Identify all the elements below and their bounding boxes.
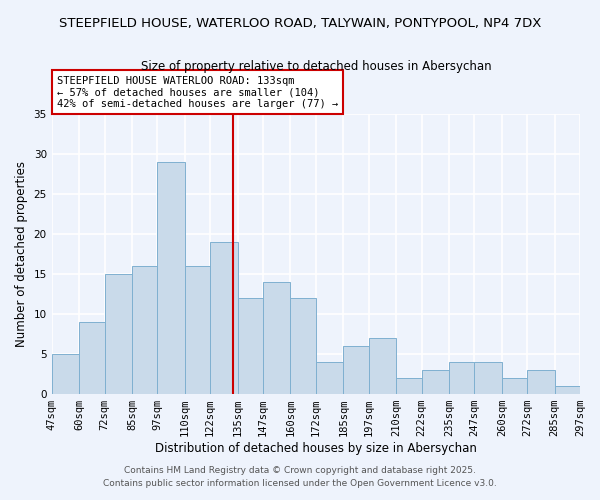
Bar [449, 362, 475, 394]
Y-axis label: Number of detached properties: Number of detached properties [15, 162, 28, 348]
Bar [290, 298, 316, 394]
Bar [132, 266, 157, 394]
Bar [52, 354, 79, 394]
Text: Contains HM Land Registry data © Crown copyright and database right 2025.
Contai: Contains HM Land Registry data © Crown c… [103, 466, 497, 487]
Text: STEEPFIELD HOUSE, WATERLOO ROAD, TALYWAIN, PONTYPOOL, NP4 7DX: STEEPFIELD HOUSE, WATERLOO ROAD, TALYWAI… [59, 18, 541, 30]
Bar [104, 274, 132, 394]
Bar [368, 338, 396, 394]
X-axis label: Distribution of detached houses by size in Abersychan: Distribution of detached houses by size … [155, 442, 477, 455]
Bar [185, 266, 210, 394]
Title: Size of property relative to detached houses in Abersychan: Size of property relative to detached ho… [140, 60, 491, 73]
Bar [238, 298, 263, 394]
Bar [316, 362, 343, 394]
Bar [157, 162, 185, 394]
Bar [527, 370, 554, 394]
Bar [475, 362, 502, 394]
Bar [421, 370, 449, 394]
Bar [554, 386, 580, 394]
Bar [210, 242, 238, 394]
Text: STEEPFIELD HOUSE WATERLOO ROAD: 133sqm
← 57% of detached houses are smaller (104: STEEPFIELD HOUSE WATERLOO ROAD: 133sqm ←… [57, 76, 338, 109]
Bar [79, 322, 104, 394]
Bar [396, 378, 422, 394]
Bar [502, 378, 527, 394]
Bar [263, 282, 290, 394]
Bar [343, 346, 368, 394]
